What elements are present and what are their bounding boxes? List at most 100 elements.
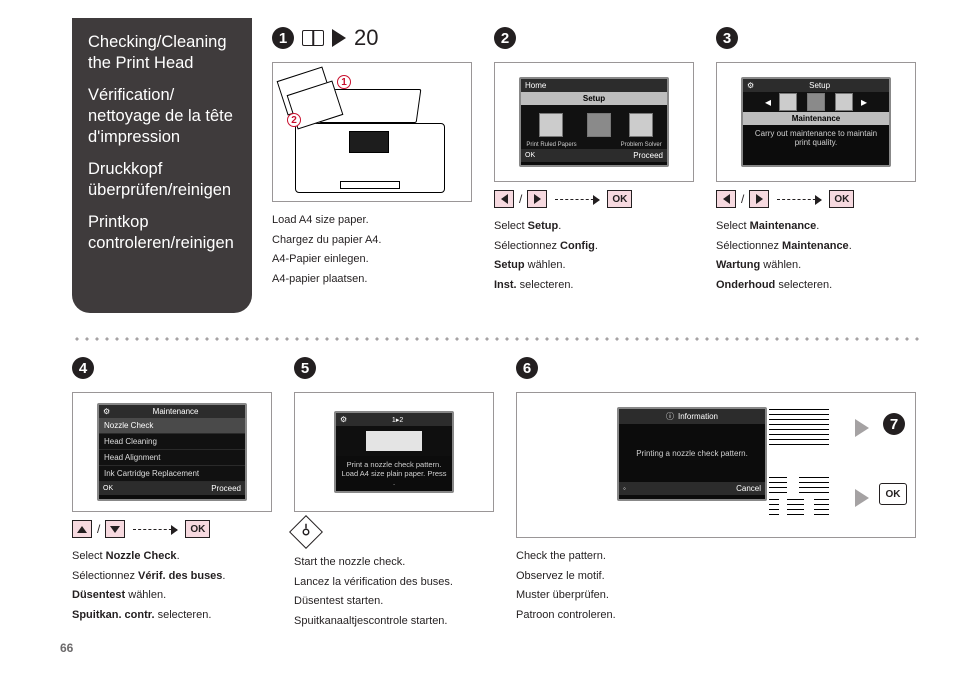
lcd-option-selected: Nozzle Check xyxy=(99,418,245,434)
slash: / xyxy=(97,522,100,536)
nozzle-pattern-good xyxy=(769,409,829,447)
step-5: 5 ⚙1▸2 Print a nozzle check pattern. Loa… xyxy=(294,354,494,632)
right-key xyxy=(527,190,547,208)
caption-fr: Sélectionnez Vérif. des buses. xyxy=(72,568,272,586)
page-number: 66 xyxy=(60,641,73,655)
menu-icon xyxy=(587,113,611,137)
illustration-setup-menu: Home Setup Print Ruled Papers Problem So… xyxy=(494,62,694,182)
menu-icon xyxy=(835,93,853,111)
caption-de: Düsentest starten. xyxy=(294,593,494,611)
lcd-screen: ⚙Setup ◂ ▸ Maintenance Carry out mainten… xyxy=(741,77,891,167)
illustration-nozzle-check-menu: ⚙Maintenance Nozzle Check Head Cleaning … xyxy=(72,392,272,512)
caption-en: Check the pattern. xyxy=(516,548,716,566)
lcd-message: Carry out maintenance to maintain print … xyxy=(743,125,889,153)
caption-de: A4-Papier einlegen. xyxy=(272,251,472,269)
caption-nl: Inst. selecteren. xyxy=(494,277,694,295)
caption-fr: Sélectionnez Config. xyxy=(494,238,694,256)
captions-step-3: Select Maintenance. Sélectionnez Mainten… xyxy=(716,218,916,294)
lcd-pattern-preview xyxy=(366,431,422,451)
lcd-home-label: Home xyxy=(525,81,546,90)
dash-arrow-icon xyxy=(555,199,599,200)
lcd-option-right: Problem Solver xyxy=(621,142,662,149)
ok-key-outline: OK xyxy=(879,483,907,505)
arrow-right-gray-icon xyxy=(855,489,869,507)
page-reference: 20 xyxy=(354,25,378,51)
lcd-screen: ⚙Maintenance Nozzle Check Head Cleaning … xyxy=(97,403,247,501)
caption-de: Düsentest wählen. xyxy=(72,587,272,605)
title-de: Druckkopf überprüfen/reinigen xyxy=(88,159,236,200)
callout-2: 2 xyxy=(287,113,301,127)
lcd-title-label: Information xyxy=(678,412,718,421)
lcd-screen: ⓘInformation Printing a nozzle check pat… xyxy=(617,407,767,501)
captions-step-4: Select Nozzle Check. Sélectionnez Vérif.… xyxy=(72,548,272,624)
illustration-check-pattern: ⓘInformation Printing a nozzle check pat… xyxy=(516,392,916,538)
step-1: 1 20 1 2 Load A4 size paper. Chargez du … xyxy=(272,24,472,290)
captions-step-1: Load A4 size paper. Chargez du papier A4… xyxy=(272,212,472,288)
key-hint-row: / OK xyxy=(494,190,694,208)
step-6: 6 ⓘInformation Printing a nozzle check p… xyxy=(516,354,916,626)
step-number-5: 5 xyxy=(294,357,316,379)
up-key xyxy=(72,520,92,538)
lcd-title-label: Setup xyxy=(583,94,605,103)
lcd-option: Ink Cartridge Replacement xyxy=(99,466,245,482)
step-4: 4 ⚙Maintenance Nozzle Check Head Cleanin… xyxy=(72,354,272,626)
start-diamond-icon xyxy=(289,515,323,549)
menu-icon xyxy=(807,93,825,111)
step-2: 2 Home Setup Print Ruled Papers Problem … xyxy=(494,24,694,296)
lcd-message: Printing a nozzle check pattern. xyxy=(619,424,765,482)
right-key xyxy=(749,190,769,208)
caption-nl: Patroon controleren. xyxy=(516,607,716,625)
caption-fr: Lancez la vérification des buses. xyxy=(294,574,494,592)
step-3: 3 ⚙Setup ◂ ▸ Maintenance Carry out maint… xyxy=(716,24,916,296)
manual-page: Checking/Cleaning the Print Head Vérific… xyxy=(0,0,954,673)
menu-icon xyxy=(779,93,797,111)
dash-arrow-icon xyxy=(133,529,177,530)
nozzle-pattern-bad xyxy=(769,499,829,517)
step-number-6: 6 xyxy=(516,357,538,379)
caption-nl: Onderhoud selecteren. xyxy=(716,277,916,295)
down-key xyxy=(105,520,125,538)
captions-step-5: Start the nozzle check. Lancez la vérifi… xyxy=(294,554,494,630)
lcd-screen: Home Setup Print Ruled Papers Problem So… xyxy=(519,77,669,167)
illustration-load-paper: 1 2 xyxy=(272,62,472,202)
arrow-right-gray-icon xyxy=(855,419,869,437)
lcd-message: Print a nozzle check pattern. Load A4 si… xyxy=(336,456,452,491)
dash-arrow-icon xyxy=(777,199,821,200)
lcd-subtitle: Maintenance xyxy=(792,114,840,123)
left-key xyxy=(716,190,736,208)
caption-de: Setup wählen. xyxy=(494,257,694,275)
lcd-cancel-label: Cancel xyxy=(736,484,761,493)
slash: / xyxy=(741,192,744,206)
ok-key: OK xyxy=(829,190,854,208)
caption-en: Load A4 size paper. xyxy=(272,212,472,230)
step-number-4: 4 xyxy=(72,357,94,379)
caption-fr: Sélectionnez Maintenance. xyxy=(716,238,916,256)
caption-en: Select Maintenance. xyxy=(716,218,916,236)
nozzle-pattern-bad xyxy=(769,477,829,495)
ok-key: OK xyxy=(607,190,632,208)
caption-fr: Chargez du papier A4. xyxy=(272,232,472,250)
menu-icon xyxy=(539,113,563,137)
captions-step-2: Select Setup. Sélectionnez Config. Setup… xyxy=(494,218,694,294)
section-title-box: Checking/Cleaning the Print Head Vérific… xyxy=(72,18,252,313)
illustration-start-check: ⚙1▸2 Print a nozzle check pattern. Load … xyxy=(294,392,494,512)
lcd-title-label: Maintenance xyxy=(153,407,199,416)
key-hint-row: / OK xyxy=(72,520,272,538)
caption-en: Select Setup. xyxy=(494,218,694,236)
caption-en: Select Nozzle Check. xyxy=(72,548,272,566)
title-nl: Printkop controleren/reinigen xyxy=(88,212,236,253)
left-key xyxy=(494,190,514,208)
lcd-title-label: Setup xyxy=(809,81,830,90)
lcd-proceed-label: Proceed xyxy=(633,151,663,160)
lcd-option-left: Print Ruled Papers xyxy=(526,142,576,149)
title-en: Checking/Cleaning the Print Head xyxy=(88,32,236,73)
caption-nl: A4-papier plaatsen. xyxy=(272,271,472,289)
lcd-option: Head Cleaning xyxy=(99,434,245,450)
illustration-maintenance-menu: ⚙Setup ◂ ▸ Maintenance Carry out mainten… xyxy=(716,62,916,182)
caption-fr: Observez le motif. xyxy=(516,568,716,586)
key-hint-row xyxy=(294,520,494,544)
arrow-right-icon xyxy=(332,29,346,47)
captions-step-6: Check the pattern. Observez le motif. Mu… xyxy=(516,548,716,624)
lcd-screen: ⚙1▸2 Print a nozzle check pattern. Load … xyxy=(334,411,454,493)
step-number-2: 2 xyxy=(494,27,516,49)
